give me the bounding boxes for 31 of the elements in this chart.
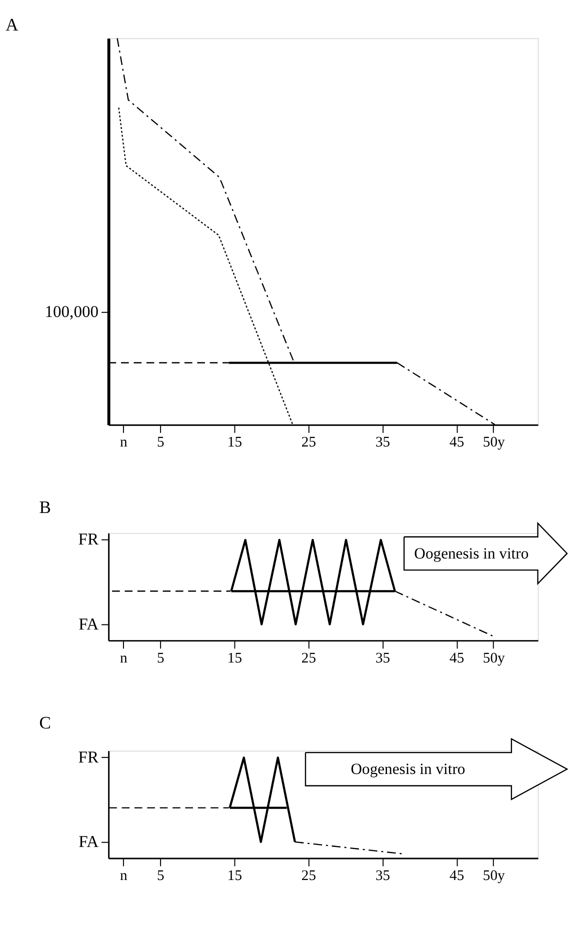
x-tick-label: 5 [157,434,164,451]
x-tick-label: 35 [375,650,390,666]
x-tick-label: 35 [375,434,390,451]
x-tick-label: 15 [227,868,242,884]
text: FA [78,614,99,634]
x-tick-label: 45 [450,650,464,666]
text: FR [78,747,100,766]
annotation: Oogenesis in vitro [350,761,466,778]
x-tick-label: 35 [375,868,390,884]
chart-title: C [39,712,51,733]
x-tick-label: 50y [482,434,506,451]
x-tick-label: 25 [301,434,316,451]
x-tick-label: n [120,434,128,451]
x-tick-label: 25 [301,650,316,666]
text: FA [78,832,99,852]
x-tick-label: n [120,650,128,666]
x-tick-label: 50y [482,650,506,666]
x-tick-label: 45 [450,434,464,451]
x-tick-label: 15 [227,650,242,666]
chart-title: A [6,14,19,34]
x-tick-label: 5 [157,650,164,666]
x-tick-label: 5 [157,868,164,884]
text: 100,000 [44,302,99,322]
x-tick-label: 45 [450,868,464,884]
chart-title: B [39,497,51,518]
x-tick-label: n [120,868,128,884]
x-tick-label: 50y [482,868,506,884]
x-tick-label: 25 [301,868,316,884]
text: FR [78,530,100,549]
annotation: Oogenesis in vitro [414,545,529,562]
x-tick-label: 15 [227,434,242,451]
